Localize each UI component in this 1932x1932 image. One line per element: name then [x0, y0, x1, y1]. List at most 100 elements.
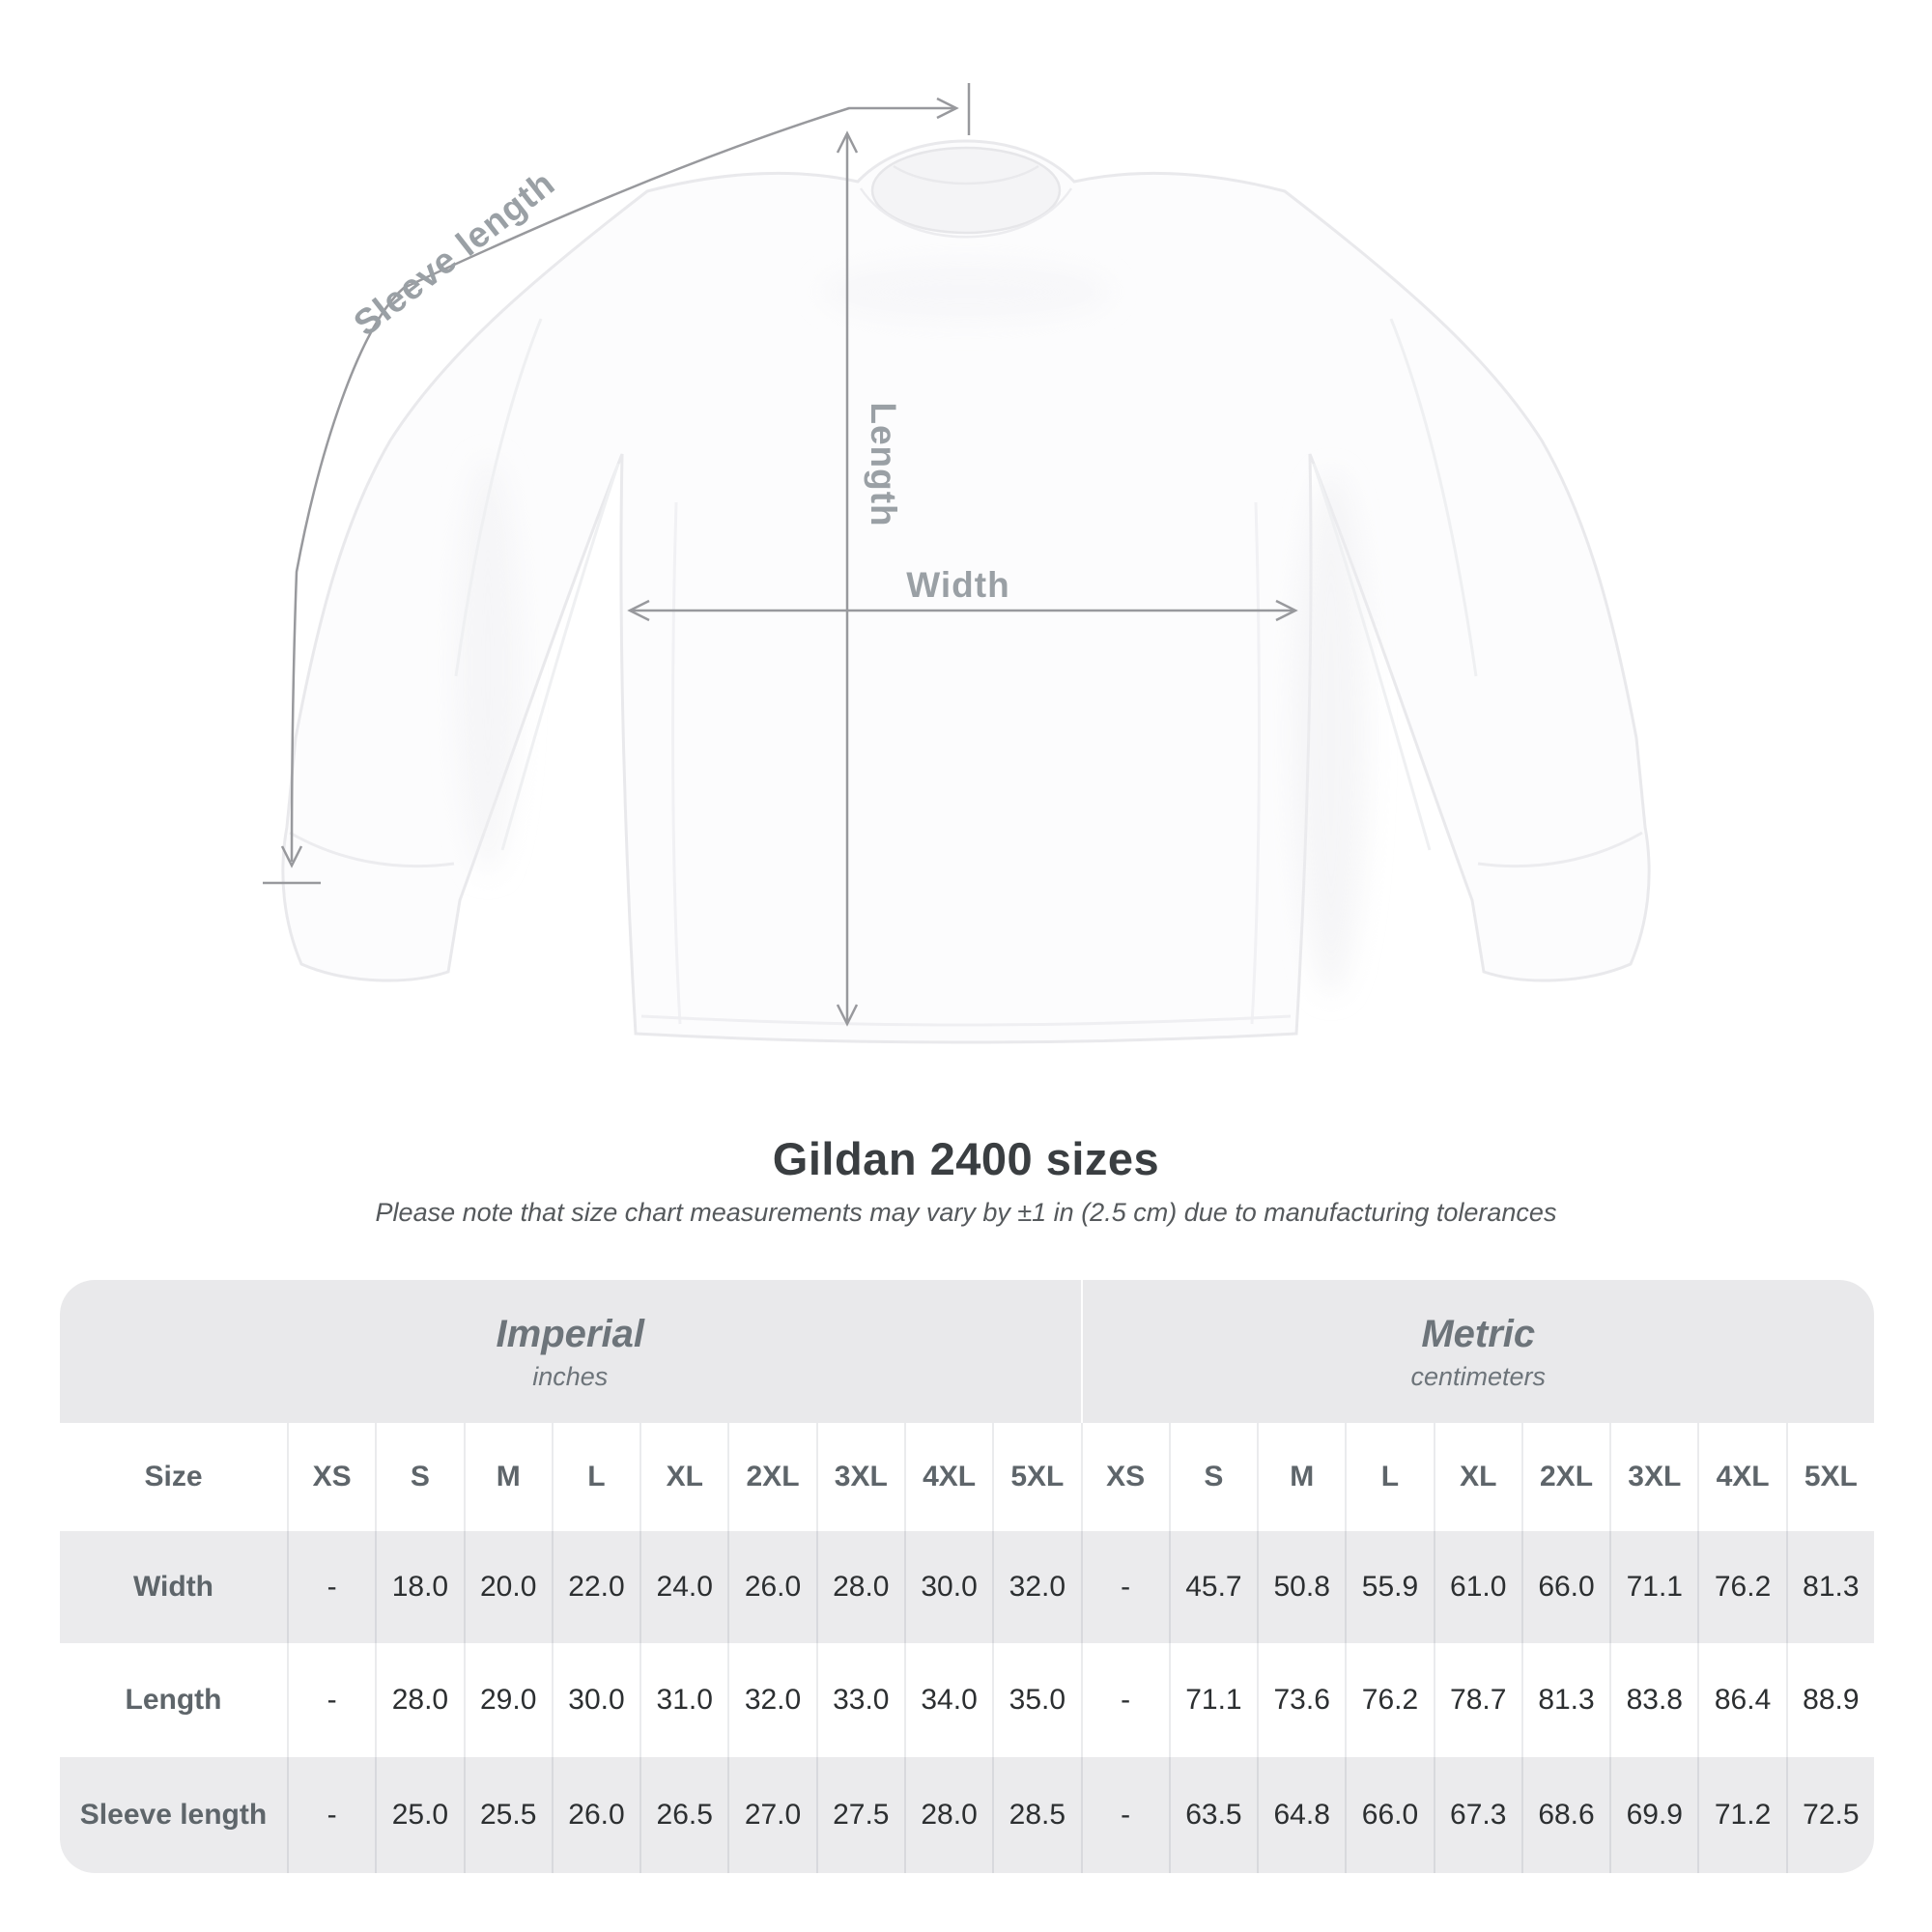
tolerance-note: Please note that size chart measurements… — [375, 1198, 1557, 1227]
value-cell: - — [287, 1531, 375, 1643]
size-header-cell: 5XL — [1785, 1423, 1874, 1531]
sleeve-measure-line — [290, 106, 956, 863]
value-cell: 20.0 — [463, 1531, 552, 1643]
size-header-cell: L — [551, 1423, 639, 1531]
value-cell: 32.0 — [992, 1531, 1080, 1643]
value-cell: 22.0 — [551, 1531, 639, 1643]
row-label: Sleeve length — [79, 1799, 268, 1831]
value-cell: 28.0 — [815, 1531, 904, 1643]
value-cell: 27.0 — [727, 1757, 815, 1873]
value-cell: 73.6 — [1257, 1643, 1345, 1757]
left-sleeve-fold — [454, 318, 543, 677]
size-header-row: Size XS S M L XL 2XL 3XL 4XL 5XL XS S M … — [60, 1423, 1874, 1531]
shading-chest — [821, 263, 1111, 321]
value-cell: 71.2 — [1697, 1757, 1785, 1873]
size-header-cell: 3XL — [1609, 1423, 1697, 1531]
value-cell: 25.5 — [463, 1757, 552, 1873]
value-cell: 64.8 — [1257, 1757, 1345, 1873]
size-header-cell: 3XL — [815, 1423, 904, 1531]
size-header-cell: XS — [287, 1423, 375, 1531]
page-title: Gildan 2400 sizes — [772, 1133, 1160, 1184]
hem-seam — [640, 1014, 1292, 1027]
size-header-cell: 2XL — [727, 1423, 815, 1531]
size-header-cell: L — [1345, 1423, 1433, 1531]
imperial-group-name: Imperial — [496, 1312, 644, 1355]
value-cell: 88.9 — [1785, 1643, 1874, 1757]
right-sleeve-fold-2 — [1312, 463, 1432, 851]
size-header-cell: 4XL — [1697, 1423, 1785, 1531]
metric-group-unit: centimeters — [1410, 1361, 1547, 1391]
value-cell: 55.9 — [1345, 1531, 1433, 1643]
shading-right-seam — [1294, 473, 1368, 995]
width-arrow-left — [627, 599, 650, 622]
value-cell: 30.0 — [903, 1531, 992, 1643]
value-cell: 32.0 — [727, 1643, 815, 1757]
value-cell: 72.5 — [1785, 1757, 1874, 1873]
size-header-cell: S — [1168, 1423, 1257, 1531]
left-cuff-seam — [289, 831, 455, 868]
imperial-group-unit: inches — [532, 1361, 609, 1391]
value-cell: 28.0 — [903, 1757, 992, 1873]
value-cell: 33.0 — [815, 1643, 904, 1757]
row-label: Length — [125, 1684, 222, 1716]
value-cell: 61.0 — [1433, 1531, 1521, 1643]
value-cell: 83.8 — [1609, 1643, 1697, 1757]
metric-group-header: Metric centimeters — [1080, 1280, 1875, 1423]
collar-opening — [870, 146, 1062, 235]
value-cell: 24.0 — [639, 1531, 727, 1643]
size-header-cell: 2XL — [1520, 1423, 1609, 1531]
size-header-cell: 5XL — [992, 1423, 1080, 1531]
value-cell: 35.0 — [992, 1643, 1080, 1757]
metric-group-name: Metric — [1421, 1312, 1536, 1355]
value-cell: 34.0 — [903, 1643, 992, 1757]
length-label: Length — [864, 402, 903, 526]
value-cell: 71.1 — [1609, 1531, 1697, 1643]
sleeve-arrow-down — [280, 845, 303, 868]
collar-band-bottom — [859, 187, 1073, 239]
row-label: Width — [132, 1571, 214, 1603]
width-label: Width — [906, 565, 1009, 605]
value-cell: - — [287, 1757, 375, 1873]
measurement-lines — [263, 83, 1298, 1027]
shirt-measurement-diagram: Sleeve length Length Width — [263, 83, 1651, 1044]
table-row-width: Width - 18.0 20.0 22.0 24.0 26.0 28.0 30… — [60, 1531, 1874, 1643]
value-cell: - — [287, 1643, 375, 1757]
size-header-cell: 4XL — [903, 1423, 992, 1531]
value-cell: 28.5 — [992, 1757, 1080, 1873]
width-arrow-right — [1275, 599, 1298, 622]
shading-left-sleeve — [457, 459, 519, 874]
value-cell: 29.0 — [463, 1643, 552, 1757]
imperial-group-header: Imperial inches — [60, 1280, 1081, 1423]
right-cuff-seam — [1477, 831, 1643, 868]
value-cell: 86.4 — [1697, 1643, 1785, 1757]
unit-group-row: Imperial inches Metric centimeters — [60, 1280, 1874, 1423]
value-cell: 71.1 — [1168, 1643, 1257, 1757]
value-cell: 67.3 — [1433, 1757, 1521, 1873]
left-sleeve-fold-2 — [500, 463, 620, 851]
value-cell: 26.0 — [551, 1757, 639, 1873]
table-row-sleeve-length: Sleeve length - 25.0 25.5 26.0 26.5 27.0… — [60, 1757, 1874, 1873]
value-cell: 63.5 — [1168, 1757, 1257, 1873]
length-arrow-up — [836, 130, 859, 154]
value-cell: - — [1080, 1643, 1169, 1757]
value-cell: 26.0 — [727, 1531, 815, 1643]
value-cell: 78.7 — [1433, 1643, 1521, 1757]
left-body-fold — [671, 501, 682, 1025]
size-header-cell: M — [1257, 1423, 1345, 1531]
value-cell: 18.0 — [375, 1531, 463, 1643]
value-cell: 50.8 — [1257, 1531, 1345, 1643]
right-body-fold — [1250, 501, 1261, 1025]
length-arrow-down — [836, 1004, 859, 1027]
size-header-cell: XL — [1433, 1423, 1521, 1531]
size-table: Imperial inches Metric centimeters Size … — [60, 1280, 1874, 1873]
value-cell: 66.0 — [1520, 1531, 1609, 1643]
size-header-cell: M — [463, 1423, 552, 1531]
table-row-length: Length - 28.0 29.0 30.0 31.0 32.0 33.0 3… — [60, 1643, 1874, 1757]
value-cell: 31.0 — [639, 1643, 727, 1757]
size-header-cell: S — [375, 1423, 463, 1531]
value-cell: - — [1080, 1531, 1169, 1643]
value-cell: 68.6 — [1520, 1757, 1609, 1873]
value-cell: 81.3 — [1785, 1531, 1874, 1643]
value-cell: 66.0 — [1345, 1757, 1433, 1873]
value-cell: 69.9 — [1609, 1757, 1697, 1873]
